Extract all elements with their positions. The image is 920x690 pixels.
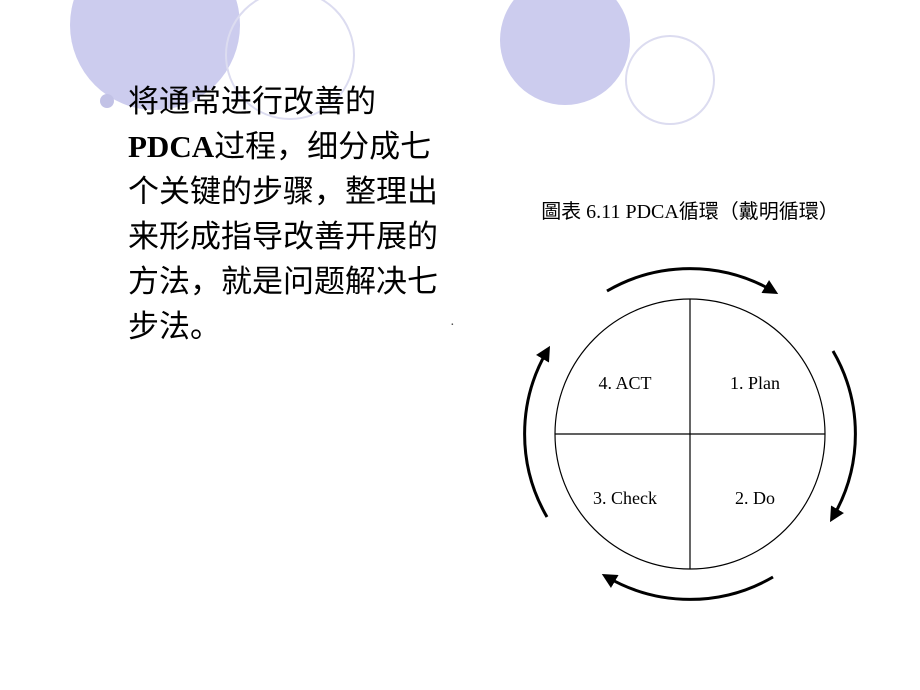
- arrow-check-to-act: [525, 351, 547, 517]
- quadrant-plan-label: 1. Plan: [730, 373, 780, 393]
- slide-content: 将通常进行改善的PDCA过程，细分成七个关键的步骤，整理出来形成指导改善开展的方…: [0, 0, 920, 624]
- quadrant-do-label: 2. Do: [735, 488, 775, 508]
- diagram-title: 圖表 6.11 PDCA循環（戴明循環）: [480, 195, 900, 224]
- quadrant-act-label: 4. ACT: [598, 373, 651, 393]
- arrow-do-to-check: [607, 577, 773, 599]
- pdca-cycle-diagram: 4. ACT 1. Plan 3. Check 2. Do: [490, 244, 890, 624]
- arrow-plan-to-do: [833, 351, 855, 517]
- quadrant-check-label: 3. Check: [593, 488, 657, 508]
- text-column: 将通常进行改善的PDCA过程，细分成七个关键的步骤，整理出来形成指导改善开展的方…: [0, 80, 470, 624]
- bullet-icon: [100, 94, 114, 108]
- main-paragraph: 将通常进行改善的PDCA过程，细分成七个关键的步骤，整理出来形成指导改善开展的方…: [128, 80, 460, 350]
- para-bold: PDCA: [128, 129, 214, 164]
- arrow-act-to-plan: [607, 269, 773, 291]
- para-prefix: 将通常进行改善的: [128, 84, 376, 119]
- bullet-item: 将通常进行改善的PDCA过程，细分成七个关键的步骤，整理出来形成指导改善开展的方…: [100, 80, 460, 350]
- diagram-column: 圖表 6.11 PDCA循環（戴明循環） 4. ACT 1. Plan 3. C…: [470, 80, 900, 624]
